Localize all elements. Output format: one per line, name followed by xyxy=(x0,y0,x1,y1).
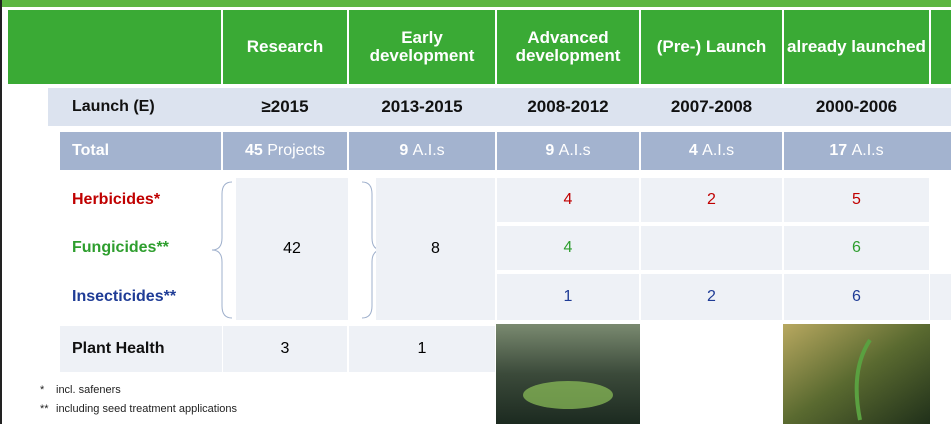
total-number: 9 xyxy=(545,142,555,159)
row-cell xyxy=(930,274,951,320)
group-cell: 8 xyxy=(376,178,495,320)
footnote-text: incl. safeners xyxy=(56,384,121,396)
total-unit: A.I.s xyxy=(412,142,445,159)
footnote-text: including seed treatment applications xyxy=(56,403,238,415)
total-number: 9 xyxy=(399,142,409,159)
total-unit: Projects xyxy=(267,142,326,159)
row-cell: 6 xyxy=(784,274,929,320)
separator xyxy=(782,10,784,84)
separator xyxy=(347,10,349,84)
separator xyxy=(221,132,223,170)
launch-cell: 2008-2012 xyxy=(527,97,609,116)
total-cell: 17 A.I.s xyxy=(783,132,930,170)
row-label: Fungicides** xyxy=(72,239,169,256)
total-cell: 45 Projects xyxy=(222,132,348,170)
row-cell: 2 xyxy=(641,178,782,222)
separator xyxy=(221,10,223,84)
total-number: 17 xyxy=(829,142,848,159)
row-cell: 5 xyxy=(784,178,929,222)
row-cell: 2 xyxy=(641,274,782,320)
left-border xyxy=(0,0,2,424)
total-label: Total xyxy=(72,142,110,159)
brace xyxy=(211,181,233,319)
footnote: * incl. safeners xyxy=(40,384,440,400)
total-unit: A.I.s xyxy=(851,142,884,159)
row-cell: 1 xyxy=(497,274,639,320)
total-number: 4 xyxy=(688,142,698,159)
launch-cell: 2013-2015 xyxy=(381,97,463,116)
total-unit: A.I.s xyxy=(702,142,735,159)
separator xyxy=(782,132,784,170)
group-cell: 42 xyxy=(236,178,348,320)
separator xyxy=(495,10,497,84)
row-cell: 6 xyxy=(784,226,929,270)
header-cell: already launched xyxy=(787,37,926,56)
row-cell xyxy=(641,226,782,270)
header-cell: Advanced development xyxy=(515,28,621,65)
image-detail xyxy=(523,381,613,409)
launch-cell: 2007-2008 xyxy=(670,97,753,116)
top-bar xyxy=(0,0,951,7)
row-cell: 4 xyxy=(497,178,639,222)
header-cell: Early development xyxy=(369,28,475,65)
header-cell: (Pre-) Launch xyxy=(656,37,767,56)
header-cell: Research xyxy=(246,37,324,56)
row-cell: 1 xyxy=(349,326,495,372)
launch-cell: 2000-2006 xyxy=(815,97,898,116)
footnote: ** including seed treatment applications xyxy=(40,403,440,419)
separator xyxy=(347,132,349,170)
total-cell: 4 A.I.s xyxy=(640,132,783,170)
separator xyxy=(639,10,641,84)
image-detail xyxy=(854,338,872,421)
separator xyxy=(929,10,931,84)
total-cell: 9 A.I.s xyxy=(496,132,640,170)
launch-cell: ≥2015 xyxy=(261,97,309,116)
launch-label: Launch (E) xyxy=(72,98,155,115)
row-cell: 4 xyxy=(497,226,639,270)
total-number: 45 xyxy=(244,142,263,159)
header-band xyxy=(8,10,951,84)
separator xyxy=(495,132,497,170)
row-cell: 3 xyxy=(223,326,347,372)
total-unit: A.I.s xyxy=(558,142,591,159)
row-label: Insecticides** xyxy=(72,288,177,305)
total-cell: 9 A.I.s xyxy=(348,132,496,170)
footnote-mark: * xyxy=(40,384,45,396)
launch-band xyxy=(48,88,951,126)
row-label: Plant Health xyxy=(60,326,222,372)
separator xyxy=(639,132,641,170)
footnote-mark: ** xyxy=(40,403,49,415)
row-label: Herbicides* xyxy=(72,191,161,208)
total-band xyxy=(60,132,951,170)
